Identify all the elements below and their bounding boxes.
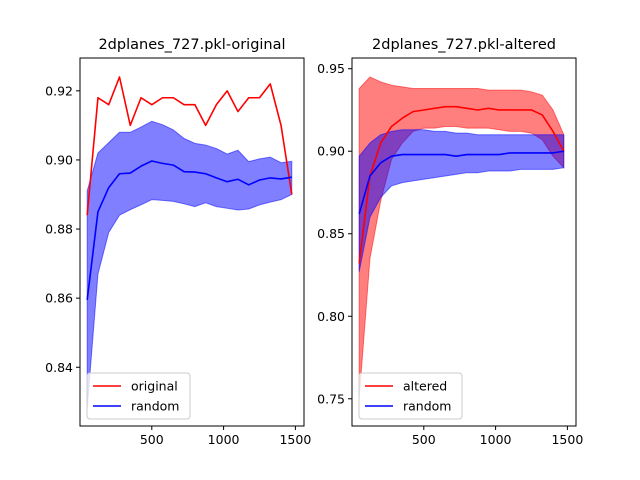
legend-altered: altered random xyxy=(358,372,463,420)
y-tick-label-0.86: 0.86 xyxy=(45,291,73,306)
y-tick-label-0.92: 0.92 xyxy=(45,83,73,98)
chart-title-original: 2dplanes_727.pkl-original xyxy=(98,37,285,53)
x-axis-altered: 500 1000 1500 xyxy=(412,426,583,447)
chart-altered: 500 1000 1500 0.75 0.80 0.85 0.90 0.95 2dplane… xyxy=(317,37,583,447)
legend-box-altered xyxy=(358,372,463,420)
x-axis-original: 500 1000 1500 xyxy=(140,426,311,447)
legend-original: original random xyxy=(86,372,191,420)
chart-original: 500 1000 1500 0.84 0.86 0.88 0.90 0.92 2dplane… xyxy=(45,37,311,447)
legend-label-random-original: random xyxy=(131,399,179,414)
legend-box-original xyxy=(86,372,191,420)
chart-title-altered: 2dplanes_727.pkl-altered xyxy=(372,37,556,53)
series-line-random-original xyxy=(86,160,292,300)
plot-area-altered xyxy=(358,76,565,399)
y-tick-label-0.90: 0.90 xyxy=(45,152,73,167)
y-tick-label-0.85: 0.85 xyxy=(317,226,345,241)
x-tick-label-1000: 1000 xyxy=(208,432,240,447)
y-axis-altered: 0.75 0.80 0.85 0.90 0.95 xyxy=(317,61,352,406)
y-tick-label-0.80: 0.80 xyxy=(317,309,345,324)
axes-frame-altered xyxy=(351,57,577,427)
y-tick-label-0.88: 0.88 xyxy=(45,222,73,237)
y-axis-original: 0.84 0.86 0.88 0.90 0.92 xyxy=(45,83,80,375)
series-line-original-original xyxy=(86,76,293,216)
series-band-random-altered xyxy=(358,129,565,272)
x-tick-label-1000: 1000 xyxy=(480,432,512,447)
x-tick-label-1500: 1500 xyxy=(279,432,311,447)
plot-area-original xyxy=(86,76,293,409)
legend-label-random-altered: random xyxy=(403,399,451,414)
axes-frame-original xyxy=(79,57,305,427)
y-tick-label-0.84: 0.84 xyxy=(45,360,73,375)
x-tick-label-500: 500 xyxy=(412,432,436,447)
y-tick-label-0.75: 0.75 xyxy=(317,391,345,406)
series-line-altered-altered xyxy=(358,105,565,264)
y-tick-label-0.95: 0.95 xyxy=(317,61,345,76)
y-tick-label-0.90: 0.90 xyxy=(317,144,345,159)
legend-label-original-original: original xyxy=(131,379,178,394)
series-line-random-altered xyxy=(358,150,564,215)
legend-label-altered-altered: altered xyxy=(403,379,447,394)
x-tick-label-500: 500 xyxy=(140,432,164,447)
x-tick-label-1500: 1500 xyxy=(551,432,583,447)
